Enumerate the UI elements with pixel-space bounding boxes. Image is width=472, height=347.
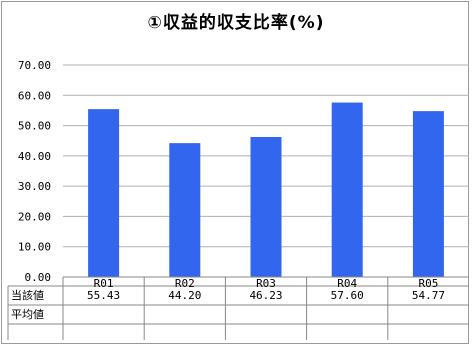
x-tick-label: R01	[94, 277, 114, 290]
bar	[412, 111, 444, 277]
y-tick-label: 60.00	[18, 89, 51, 102]
table-cell: 46.23	[249, 289, 282, 302]
bar	[331, 102, 363, 277]
chart-title: ①収益的収支比率(%)	[147, 13, 325, 33]
bar	[250, 136, 282, 277]
table-cell: 57.60	[331, 289, 364, 302]
y-tick-label: 70.00	[18, 59, 51, 72]
x-tick-label: R03	[256, 277, 276, 290]
y-tick-label: 30.00	[18, 180, 51, 193]
bar	[88, 109, 120, 278]
table-cell: 55.43	[87, 289, 120, 302]
y-tick-label: 20.00	[18, 210, 51, 223]
table-cell: 44.20	[168, 289, 201, 302]
x-tick-label: R02	[175, 277, 195, 290]
table-row-label: 当該値	[11, 288, 44, 302]
x-tick-label: R05	[418, 277, 438, 290]
y-tick-label: 0.00	[25, 271, 52, 284]
table-row-label: 平均値	[11, 308, 44, 321]
bar	[169, 143, 201, 277]
y-tick-label: 50.00	[18, 120, 51, 133]
x-tick-label: R04	[337, 277, 357, 290]
table-cell: 54.77	[412, 289, 445, 302]
y-tick-label: 40.00	[18, 150, 51, 163]
y-tick-label: 10.00	[18, 241, 51, 254]
